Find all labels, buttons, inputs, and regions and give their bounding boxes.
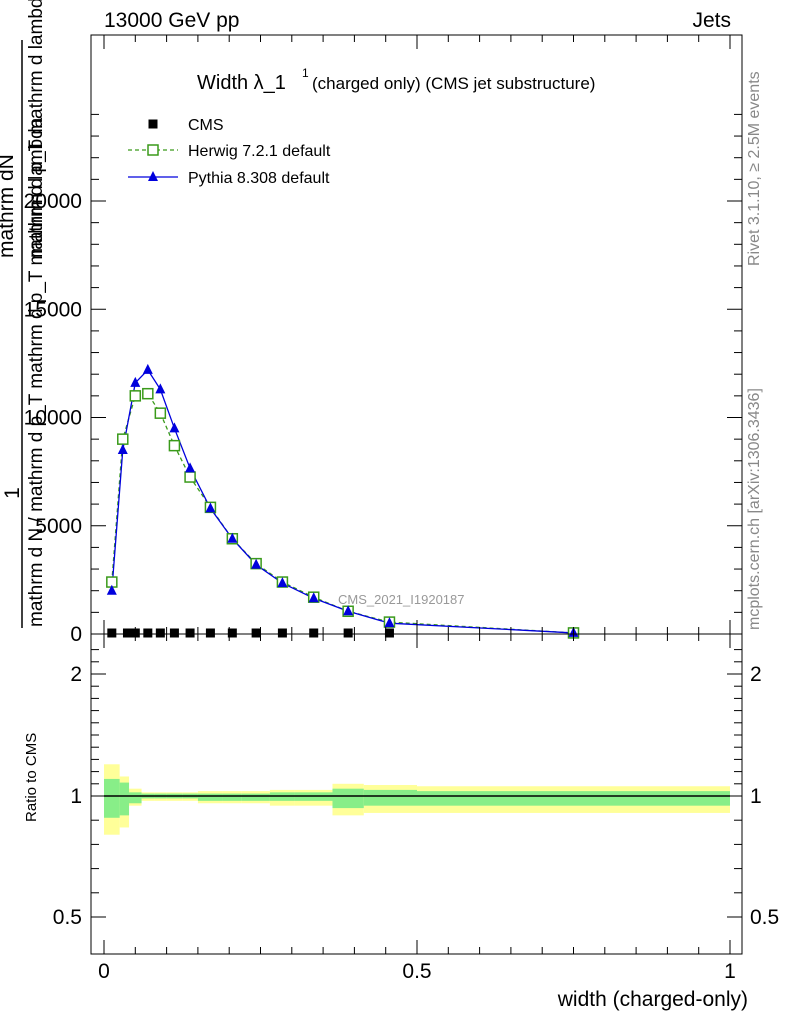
data-point-cms bbox=[122, 628, 132, 638]
data-point-cms bbox=[185, 628, 195, 638]
ratio-inner-band-segment bbox=[104, 778, 120, 818]
data-point-pythia bbox=[251, 558, 262, 569]
data-point-cms bbox=[251, 628, 261, 638]
data-point-herwig bbox=[117, 433, 129, 445]
data-point-cms bbox=[155, 628, 165, 638]
main-y-axis-label: 1 mathrm dN mathrm d p_T mathrm d lambda… bbox=[0, 0, 47, 628]
data-point-cms bbox=[169, 628, 179, 638]
data-point-pythia bbox=[169, 422, 180, 433]
y-label-line-a: mathrm dN bbox=[0, 154, 18, 258]
y-tick-label: 10000 bbox=[24, 407, 82, 430]
x-tick-label: 0 bbox=[98, 960, 110, 983]
data-point-cms bbox=[309, 628, 319, 638]
data-point-herwig bbox=[168, 439, 181, 452]
ratio-inner-band-segment bbox=[129, 792, 142, 804]
data-point-herwig bbox=[154, 407, 167, 419]
ratio-inner-band-segment bbox=[241, 793, 270, 801]
ratio-y-tick-label-right: 0.5 bbox=[750, 906, 779, 929]
ratio-y-tick-label: 1 bbox=[70, 785, 82, 808]
data-point-cms bbox=[384, 628, 394, 638]
data-point-pythia bbox=[227, 532, 238, 543]
header-left: 13000 GeV pp bbox=[104, 9, 240, 32]
data-point-herwig bbox=[129, 390, 142, 402]
y-tick-label: 5000 bbox=[35, 515, 82, 538]
ratio-inner-band-segment bbox=[417, 791, 730, 806]
data-point-cms bbox=[143, 628, 153, 638]
plot-title-superscript: 1 bbox=[302, 66, 309, 80]
data-point-pythia bbox=[155, 383, 166, 394]
data-point-cms bbox=[205, 628, 215, 638]
legend-label: Pythia 8.308 default bbox=[188, 170, 330, 187]
y-label-numerator: 1 bbox=[1, 487, 24, 499]
ratio-inner-band-segment bbox=[119, 782, 130, 816]
x-tick-label: 1 bbox=[724, 960, 736, 983]
legend-marker bbox=[148, 171, 158, 181]
y-label-line-c: mathrm d N / mathrm d p_T mathrm d p_T m… bbox=[26, 117, 47, 627]
data-point-herwig bbox=[184, 471, 196, 483]
y-tick-label: 20000 bbox=[24, 190, 82, 213]
plot-title-rest: (charged only) (CMS jet substructure) bbox=[312, 74, 595, 93]
ratio-inner-band-segment bbox=[222, 793, 242, 801]
y-tick-label: 15000 bbox=[24, 298, 82, 321]
data-point-cms bbox=[227, 628, 237, 638]
ratio-y-tick-label-right: 2 bbox=[750, 663, 762, 686]
ratio-uncertainty-bands bbox=[104, 764, 730, 835]
data-point-cms bbox=[277, 628, 287, 638]
legend-label: CMS bbox=[188, 117, 224, 134]
x-axis-label: width (charged-only) bbox=[557, 988, 748, 1011]
data-point-pythia bbox=[308, 592, 319, 603]
header-right: Jets bbox=[692, 9, 731, 32]
x-tick-label: 0.5 bbox=[402, 960, 431, 983]
mcplots-label: mcplots.cern.ch [arXiv:1306.3436] bbox=[746, 388, 763, 630]
ratio-inner-band-segment bbox=[363, 789, 417, 806]
ratio-inner-band-segment bbox=[197, 793, 223, 801]
ratio-y-tick-label: 2 bbox=[70, 663, 82, 686]
data-point-pythia bbox=[343, 605, 354, 616]
main-y-ticks: 0 5000 10000 15000 20000 bbox=[24, 113, 742, 646]
x-ticks: 0 0.5 1 bbox=[98, 35, 736, 983]
data-point-cms bbox=[107, 628, 117, 638]
legend-label: Herwig 7.2.1 default bbox=[188, 143, 331, 160]
ratio-y-ticks: 0.5 0.5 1 1 2 2 bbox=[53, 649, 779, 929]
data-point-pythia bbox=[130, 376, 141, 387]
data-point-cms bbox=[343, 628, 353, 638]
data-point-herwig bbox=[142, 387, 154, 400]
legend: CMS Herwig 7.2.1 default Pythia 8.308 defa… bbox=[128, 117, 331, 187]
data-point-pythia bbox=[205, 502, 216, 513]
watermark: CMS_2021_I1920187 bbox=[338, 592, 465, 607]
data-point-pythia bbox=[106, 584, 117, 595]
y-tick-label: 0 bbox=[70, 623, 82, 646]
ratio-y-axis-label: Ratio to CMS bbox=[23, 733, 40, 822]
plot-title-main: Width λ_1 bbox=[197, 72, 286, 94]
rivet-version-label: Rivet 3.1.10, ≥ 2.5M events bbox=[746, 71, 763, 266]
data-point-pythia bbox=[185, 462, 196, 473]
data-point-pythia bbox=[117, 443, 128, 454]
ratio-y-tick-label: 0.5 bbox=[53, 906, 82, 929]
ratio-inner-band-segment bbox=[332, 788, 364, 809]
y-label-line-b: mathrm d p_T mathrm d lambda bbox=[26, 0, 47, 258]
data-point-pythia bbox=[142, 363, 153, 374]
legend-marker bbox=[147, 144, 159, 156]
ratio-y-tick-label-right: 1 bbox=[750, 785, 762, 808]
legend-marker bbox=[148, 119, 158, 129]
data-point-pythia bbox=[277, 577, 288, 588]
data-point-pythia bbox=[384, 617, 395, 628]
